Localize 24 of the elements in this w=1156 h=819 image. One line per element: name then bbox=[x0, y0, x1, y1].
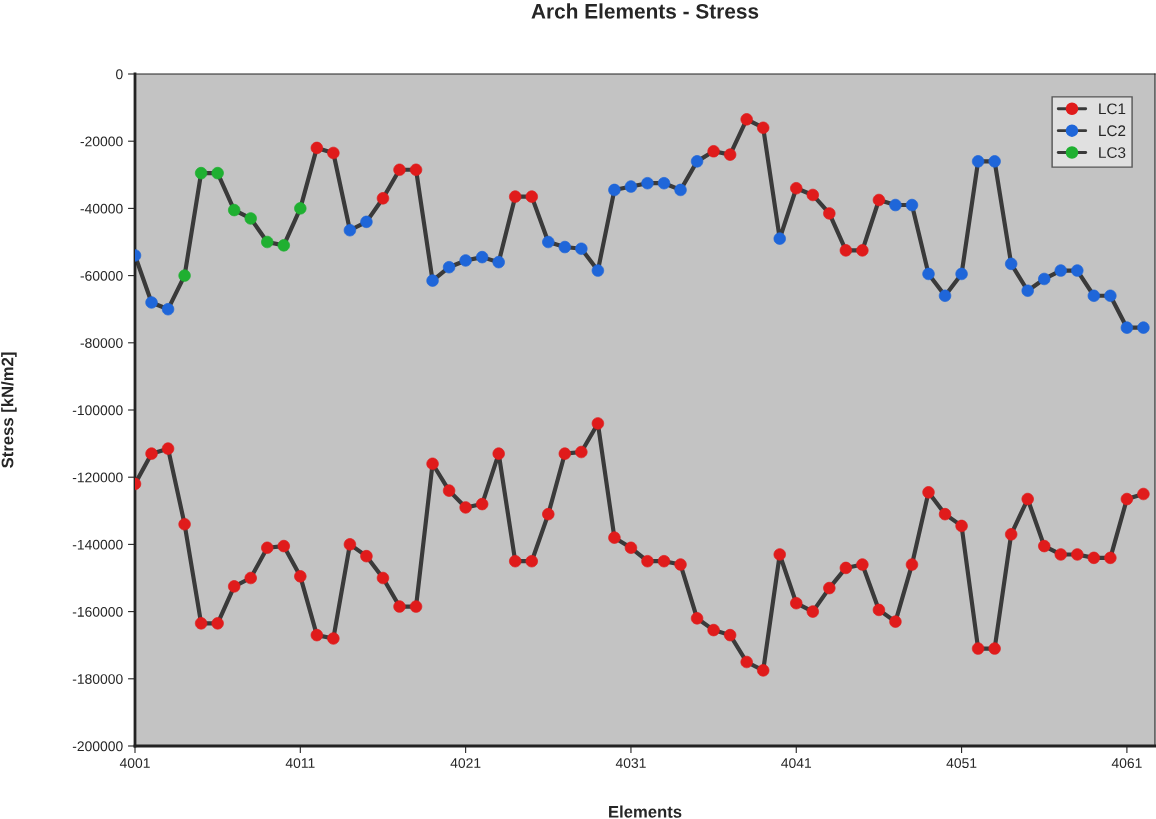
y-tick-label: -60000 bbox=[80, 270, 123, 281]
y-tick-label: 0 bbox=[116, 69, 123, 80]
y-tick-label: -80000 bbox=[80, 338, 123, 348]
y-tick-label: -160000 bbox=[72, 606, 123, 617]
x-tick-label: 4011 bbox=[285, 758, 315, 769]
y-tick-label: -140000 bbox=[72, 539, 123, 550]
y-tick-label: -200000 bbox=[72, 741, 123, 752]
legend-label: LC1 bbox=[1099, 103, 1126, 115]
y-tick-label: -100000 bbox=[72, 405, 123, 416]
x-tick-label: 4021 bbox=[450, 758, 481, 769]
y-axis-title: Stress [kN/m2] bbox=[1, 352, 17, 468]
x-axis-title: Elements bbox=[609, 805, 682, 818]
legend-label: LC2 bbox=[1099, 125, 1126, 137]
chart-title: Arch Elements - Stress bbox=[531, 3, 759, 19]
y-tick-label: -40000 bbox=[80, 203, 123, 214]
x-tick-label: 4051 bbox=[946, 758, 977, 769]
x-tick-label: 4031 bbox=[615, 758, 646, 769]
y-tick-label: -20000 bbox=[80, 136, 123, 147]
x-tick-label: 4001 bbox=[119, 758, 150, 769]
x-tick-label: 4041 bbox=[781, 758, 812, 769]
legend-label: LC3 bbox=[1099, 147, 1126, 159]
y-tick-label: -180000 bbox=[72, 674, 123, 684]
y-tick-label: -120000 bbox=[72, 472, 123, 483]
x-tick-label: 4061 bbox=[1111, 758, 1142, 769]
